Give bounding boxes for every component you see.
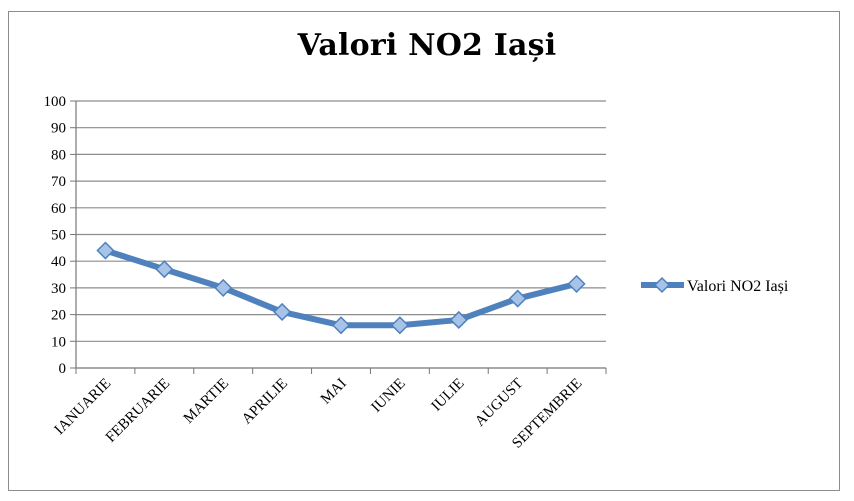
gridlines xyxy=(76,100,606,342)
data-point xyxy=(96,241,115,260)
y-tick-label: 0 xyxy=(59,361,67,377)
y-tick-label: 30 xyxy=(51,281,66,297)
y-tick-label: 90 xyxy=(51,121,66,137)
y-tick-label: 70 xyxy=(51,174,66,190)
data-point xyxy=(567,274,586,293)
data-point xyxy=(273,302,292,321)
data-point xyxy=(214,278,233,297)
x-tick-label: IUNIE xyxy=(369,376,409,416)
x-tick-label: IANUARIE xyxy=(52,376,115,439)
y-tick-label: 20 xyxy=(51,308,66,324)
legend-marker xyxy=(653,276,671,294)
x-tick-label: MARTIE xyxy=(181,376,232,427)
y-tick-label: 60 xyxy=(51,201,66,217)
x-tick-label: IULIE xyxy=(429,376,468,415)
x-tick-label: APRILIE xyxy=(239,376,291,428)
legend-label: Valori NO2 Iași xyxy=(687,278,789,295)
x-tick-label: MAI xyxy=(318,376,350,408)
data-point xyxy=(390,316,409,335)
y-tick-label: 100 xyxy=(44,94,67,110)
chart-title: Valori NO2 Iași xyxy=(297,28,557,63)
y-tick-label: 50 xyxy=(51,228,66,244)
y-tick-label: 80 xyxy=(51,147,66,163)
legend: Valori NO2 Iași xyxy=(641,276,789,295)
data-point xyxy=(331,316,351,335)
y-axis-ticks: 0 10 20 30 40 50 60 70 80 90 100 xyxy=(44,94,76,377)
y-tick-label: 40 xyxy=(51,254,66,270)
data-point xyxy=(508,289,527,308)
y-tick-label: 10 xyxy=(51,334,66,350)
data-point xyxy=(449,310,468,330)
chart-frame xyxy=(8,11,840,491)
series xyxy=(96,241,586,335)
data-point xyxy=(155,260,174,279)
x-tick-label: AUGUST xyxy=(472,376,526,430)
